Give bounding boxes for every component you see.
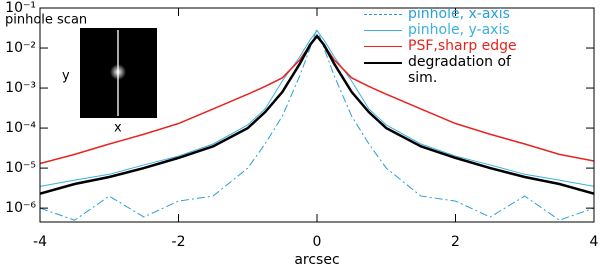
x-axis-label: arcsec xyxy=(294,252,339,268)
inset-title: pinhole scan xyxy=(5,13,87,28)
legend-entry: pinhole, y-axis xyxy=(364,22,528,38)
plot-lines xyxy=(40,27,594,221)
legend: pinhole, x-axis pinhole, y-axis PSF,sharp … xyxy=(364,6,528,86)
legend-swatch xyxy=(364,14,402,15)
legend-swatch xyxy=(364,46,402,47)
series-line xyxy=(40,33,594,195)
y-tick-label: 10⁻⁵ xyxy=(5,160,36,176)
x-tick-label: -4 xyxy=(33,234,47,250)
y-tick-label: 10⁻¹ xyxy=(5,0,36,16)
x-tick-label: 2 xyxy=(451,234,460,250)
legend-entry: degradation of sim. xyxy=(364,54,528,86)
legend-entry: pinhole, x-axis xyxy=(364,6,528,22)
legend-entry: PSF,sharp edge xyxy=(364,38,528,54)
inset-ylabel: y xyxy=(62,69,70,84)
y-tick-label: 10⁻³ xyxy=(5,80,36,96)
y-tick-label: 10⁻² xyxy=(5,40,36,56)
series-line xyxy=(40,27,594,221)
legend-swatch xyxy=(364,30,402,31)
x-tick-label: 4 xyxy=(590,234,599,250)
legend-label: PSF,sharp edge xyxy=(408,38,517,54)
inset-spot xyxy=(110,64,126,80)
legend-swatch xyxy=(364,62,402,64)
legend-label: pinhole, x-axis xyxy=(408,6,510,22)
inset-xlabel: x xyxy=(114,121,122,136)
y-tick-label: 10⁻⁴ xyxy=(5,120,36,136)
x-tick-label: 0 xyxy=(313,234,322,250)
legend-label: pinhole, y-axis xyxy=(408,22,510,38)
y-tick-label: 10⁻⁶ xyxy=(5,200,36,216)
legend-label: degradation of sim. xyxy=(408,54,511,86)
series-line xyxy=(40,29,594,187)
x-tick-label: -2 xyxy=(172,234,186,250)
